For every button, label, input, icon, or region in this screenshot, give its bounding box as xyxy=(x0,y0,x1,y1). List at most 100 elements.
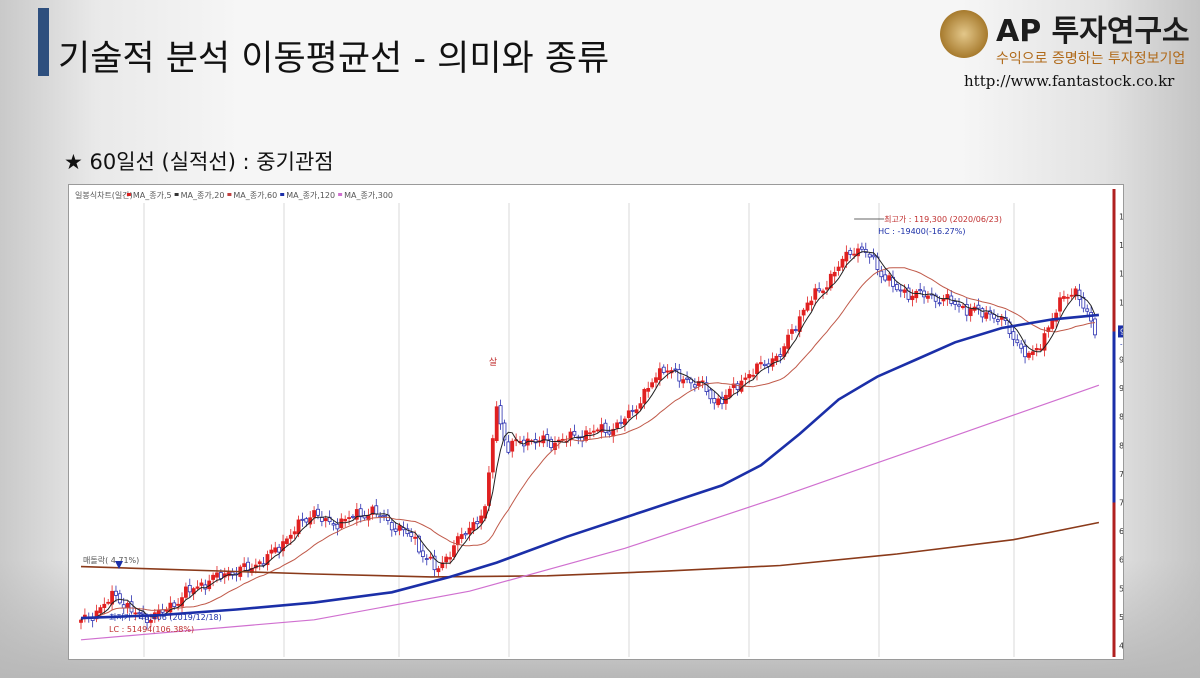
candle-body xyxy=(708,389,713,400)
candle-body xyxy=(852,253,857,256)
candle-body xyxy=(809,300,814,306)
candle-body xyxy=(681,379,686,384)
candle-body xyxy=(292,531,297,535)
y-tick-label: 115000 xyxy=(1119,241,1123,250)
y-tick-label: 85000 xyxy=(1119,413,1123,422)
candle-body xyxy=(731,383,736,389)
candle-body xyxy=(832,271,837,277)
candle-body xyxy=(786,334,790,349)
candle-body xyxy=(813,288,818,300)
logo-url[interactable]: http://www.fantastock.co.kr xyxy=(964,72,1175,90)
candle-body xyxy=(533,439,538,444)
candle-body xyxy=(751,374,756,377)
candle-body xyxy=(494,406,499,441)
signal-mark: 살 xyxy=(489,357,497,368)
candle-body xyxy=(712,398,717,404)
candle-body xyxy=(615,422,620,429)
candle-body xyxy=(692,384,697,388)
candle-body xyxy=(1054,312,1059,322)
candle-body xyxy=(393,528,398,532)
ma5-line xyxy=(80,251,1096,621)
current-price-label: 99,900 xyxy=(1120,327,1123,336)
candle-body xyxy=(471,522,476,531)
slide-title: 기술적 분석 이동평균선 - 의미와 종류 xyxy=(58,39,610,79)
candle-body xyxy=(467,527,472,535)
candle-body xyxy=(755,363,759,375)
candle-body xyxy=(1023,345,1027,358)
candle-body xyxy=(758,362,763,365)
candle-body xyxy=(926,295,930,299)
candle-body xyxy=(665,370,670,373)
candle-body xyxy=(863,249,868,253)
y-tick-label: 70000 xyxy=(1119,499,1123,508)
candle-body xyxy=(549,438,553,449)
candle-body xyxy=(195,586,200,589)
candle-body xyxy=(638,403,643,409)
candle-body xyxy=(452,545,456,557)
breakout-annotation: 매돌락( 4.71%) xyxy=(83,555,139,565)
candle-body xyxy=(487,472,491,506)
candle-body xyxy=(937,302,942,305)
candle-body xyxy=(957,304,961,307)
candle-body xyxy=(1034,348,1039,351)
candle-body xyxy=(1046,327,1051,333)
candle-body xyxy=(288,534,293,539)
candle-body xyxy=(1011,331,1016,340)
legend-entry: MA_종가,5 xyxy=(133,191,172,200)
candle-body xyxy=(211,574,215,580)
candle-body xyxy=(382,514,386,517)
section-subtitle: ★ 60일선 (실적선) : 중기관점 xyxy=(64,150,334,174)
candle-body xyxy=(164,609,169,612)
legend-entry: MA_종가,20 xyxy=(181,191,225,200)
candle-body xyxy=(137,612,142,615)
candle-body xyxy=(187,584,192,593)
y-tick-label: 90000 xyxy=(1119,384,1123,393)
candle-body xyxy=(125,602,130,609)
candle-body xyxy=(265,554,270,566)
candle-body xyxy=(1003,316,1008,322)
candle-body xyxy=(859,246,864,250)
price-axis: 45000 50000 55000 60000 65000 70000 75000 80000… xyxy=(1112,189,1152,657)
candle-body xyxy=(172,602,177,607)
candle-body xyxy=(595,429,600,432)
candle-body xyxy=(1058,297,1062,312)
candle-body xyxy=(498,405,503,425)
legend-entry: 일봉식차트(일간) xyxy=(75,190,133,200)
candle-body xyxy=(1069,294,1074,297)
candle-body xyxy=(440,562,445,569)
candle-body xyxy=(657,368,662,381)
candle-body xyxy=(409,532,414,537)
candle-body xyxy=(323,518,328,522)
candle-body xyxy=(444,556,449,563)
logo-tagline: 수익으로 증명하는 투자정보기업 xyxy=(996,51,1186,67)
candle-body xyxy=(661,366,666,373)
candle-body xyxy=(727,388,732,398)
candle-body xyxy=(603,422,608,433)
candle-body xyxy=(902,289,907,293)
candle-body xyxy=(762,363,767,366)
candle-body xyxy=(894,284,899,291)
candle-body xyxy=(215,572,219,578)
candle-body xyxy=(378,515,383,518)
candle-body xyxy=(490,438,495,473)
candle-body xyxy=(257,561,262,565)
candle-body xyxy=(898,289,903,292)
y-tick-label: 120000 xyxy=(1119,212,1123,221)
candle-body xyxy=(848,250,853,255)
candle-body xyxy=(339,518,344,529)
candle-body xyxy=(677,369,682,382)
candle-body xyxy=(312,510,317,518)
candle-body xyxy=(285,538,289,544)
y-tick-label: 55000 xyxy=(1119,584,1123,593)
candle-body xyxy=(413,536,418,539)
candle-body xyxy=(696,381,701,386)
candle-body xyxy=(961,305,965,309)
candle-body xyxy=(424,558,429,560)
candle-body xyxy=(945,294,950,300)
candle-body xyxy=(906,287,911,300)
chart-legend: 일봉식차트(일간) MA_종가,5 MA_종가,20 MA_종가,60 MA_종가,12… xyxy=(75,190,393,200)
candle-body xyxy=(821,290,825,293)
candle-body xyxy=(1038,348,1043,351)
candle-body xyxy=(300,518,305,521)
candle-body xyxy=(778,354,783,357)
